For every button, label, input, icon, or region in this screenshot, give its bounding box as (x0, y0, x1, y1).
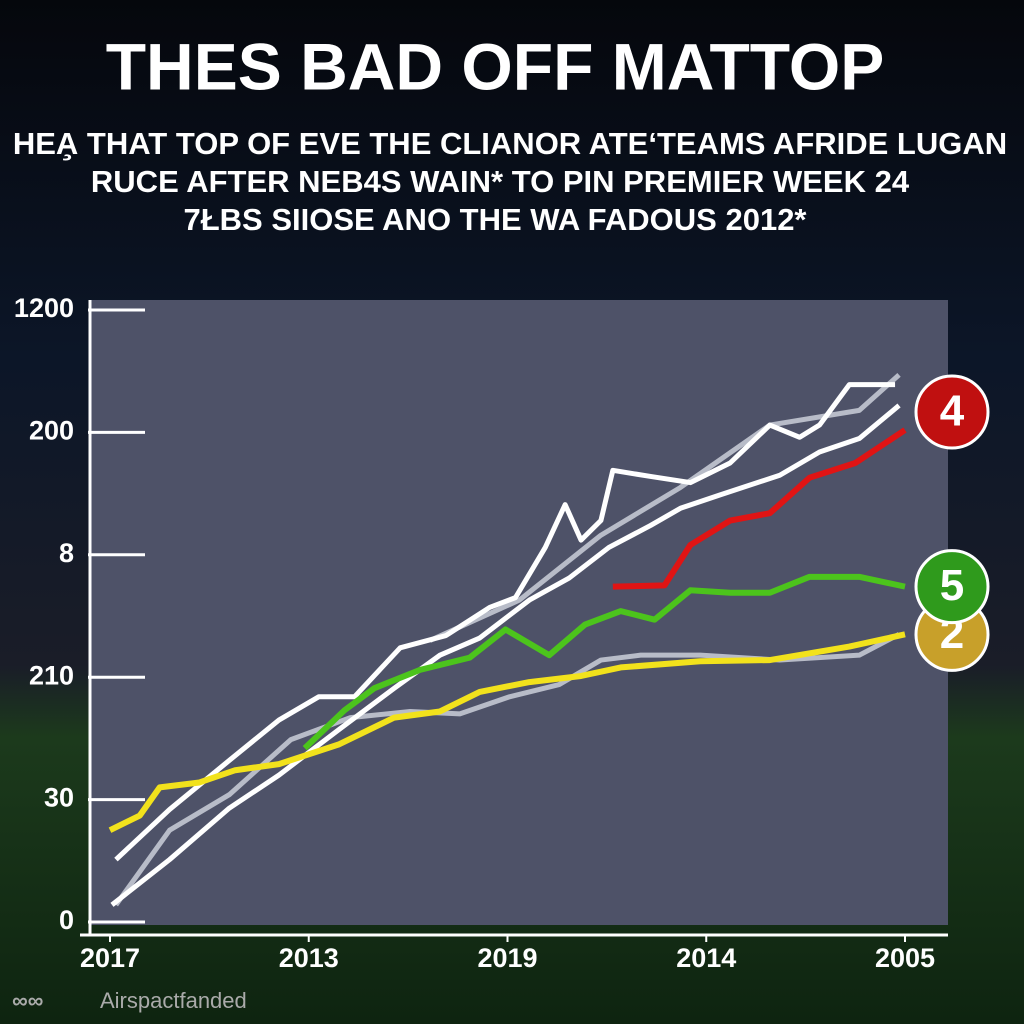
y-tick-label: 1200 (14, 293, 74, 323)
y-tick-label: 0 (59, 905, 74, 935)
line (612, 427, 907, 590)
y-tick-label: 8 (59, 538, 74, 568)
y-tick-label: 200 (29, 416, 74, 446)
line (428, 373, 901, 643)
legend-badge (914, 549, 990, 625)
subtitle: 7ŁBS SIIOSE ANO THE WA FADOUS 2012* (183, 202, 807, 237)
y-tick-label: 30 (44, 783, 74, 813)
x-tick-label: 2014 (676, 943, 736, 973)
chart-title: THES BAD OFF MATTOP (106, 29, 885, 103)
y-tick-label: 210 (29, 660, 74, 690)
plot-area (90, 300, 948, 925)
line (114, 382, 896, 862)
x-tick-label: 2005 (875, 943, 935, 973)
legend-label: 4 (940, 387, 965, 436)
legend-badge (914, 374, 990, 450)
subtitle: HEA̧ THAT TOP OF EVE THE CLIANOR ATE‘TEA… (13, 126, 1007, 161)
x-tick-label: 2017 (80, 943, 140, 973)
line (108, 631, 906, 833)
subtitle: RUCE AFTER NEB4S WAIN* TO PIN PREMIER WE… (91, 164, 910, 199)
watermark: Airspactfanded (100, 988, 247, 1013)
line (110, 403, 901, 907)
x-tick-label: 2019 (477, 943, 537, 973)
line (302, 573, 906, 751)
legend-label: 5 (940, 561, 964, 610)
watermark-logo: ∞∞ (12, 988, 43, 1013)
x-tick-label: 2013 (279, 943, 339, 973)
